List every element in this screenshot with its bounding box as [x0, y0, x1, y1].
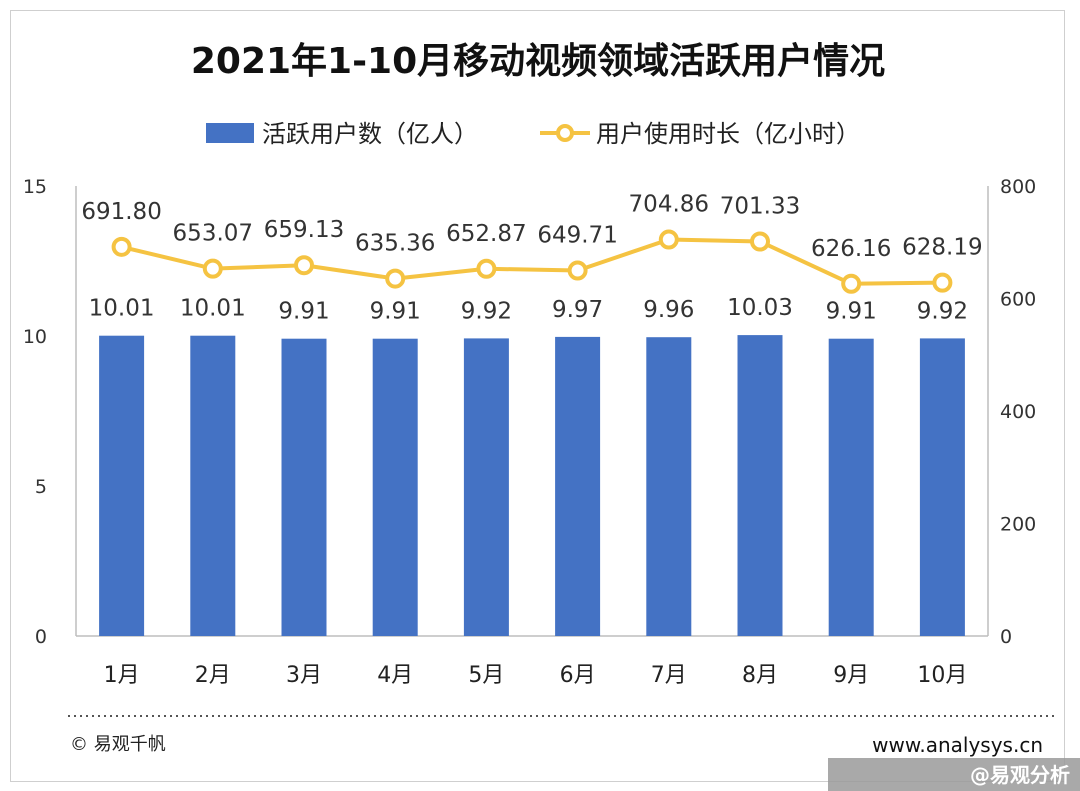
- line-point: [932, 272, 953, 293]
- chart-title: 2021年1-10月移动视频领域活跃用户情况: [191, 41, 885, 82]
- line-data-label: 653.07: [173, 221, 253, 247]
- line-data-label: 701.33: [720, 194, 800, 220]
- legend-label-line: 用户使用时长（亿小时）: [596, 120, 860, 148]
- bar: [646, 337, 692, 636]
- bar: [463, 338, 509, 636]
- line-point: [202, 258, 223, 279]
- bar-data-label: 10.03: [727, 295, 793, 321]
- y-right-tick-label: 600: [1000, 289, 1036, 311]
- line-point: [750, 231, 770, 252]
- line-point: [111, 236, 132, 257]
- x-axis-ticks: 1月 2月 3月 4月 5月 6月 7月 8月 9月 10月: [104, 663, 968, 688]
- y-axis-right-ticks: 0 200 400 600 800: [1000, 176, 1036, 648]
- line-point: [385, 268, 406, 289]
- bar: [555, 336, 601, 636]
- watermark-strip: [828, 758, 1080, 791]
- x-tick-label: 4月: [377, 663, 413, 688]
- bar: [99, 335, 145, 636]
- x-tick-label: 6月: [560, 663, 596, 688]
- bar-data-labels: 10.01 10.01 9.91 9.91 9.92 9.97 9.96 10.03 9.91 9…: [89, 295, 968, 325]
- bar-data-label: 9.92: [917, 298, 968, 324]
- chart-frame: [10, 10, 1065, 782]
- line-data-labels: 691.80 653.07 659.13 635.36 652.87 649.71 704.…: [81, 192, 982, 262]
- y-left-tick-label: 10: [23, 326, 47, 348]
- line-point: [476, 258, 497, 279]
- bar-data-label: 9.92: [461, 298, 512, 324]
- bar: [190, 335, 236, 636]
- bar-data-label: 9.96: [643, 297, 694, 323]
- bar-data-label: 10.01: [180, 296, 246, 322]
- line-data-label: 635.36: [355, 231, 435, 257]
- line-point: [294, 255, 314, 276]
- x-tick-label: 2月: [195, 663, 231, 688]
- y-right-tick-label: 800: [1000, 176, 1036, 198]
- x-tick-label: 10月: [917, 663, 967, 688]
- line-series: [111, 229, 953, 294]
- y-right-tick-label: 400: [1000, 401, 1036, 423]
- bar: [737, 335, 783, 636]
- bar-data-label: 9.97: [552, 297, 603, 323]
- line-data-label: 649.71: [537, 223, 617, 249]
- bar-series: [99, 335, 965, 636]
- bar: [828, 338, 874, 636]
- line-data-label: 691.80: [81, 199, 161, 225]
- legend-label-bars: 活跃用户数（亿人）: [262, 120, 478, 148]
- line-point: [567, 260, 588, 281]
- line-data-label: 704.86: [629, 192, 709, 218]
- y-axis-left-ticks: 0 5 10 15: [23, 176, 47, 648]
- y-right-tick-label: 200: [1000, 514, 1036, 536]
- x-tick-label: 7月: [651, 663, 687, 688]
- x-tick-label: 3月: [286, 663, 322, 688]
- line-data-label: 628.19: [902, 235, 982, 261]
- bar-data-label: 10.01: [89, 296, 155, 322]
- y-right-tick-label: 0: [1000, 626, 1012, 648]
- line-path: [121, 237, 943, 286]
- footer-website: www.analysys.cn: [872, 733, 1043, 757]
- legend: 活跃用户数（亿人） 用户使用时长（亿小时）: [206, 120, 860, 148]
- bar-data-label: 9.91: [826, 299, 877, 325]
- line-data-label: 626.16: [811, 236, 891, 262]
- bar-data-label: 9.91: [370, 299, 421, 325]
- bar: [919, 338, 965, 636]
- watermark-text: @易观分析: [970, 763, 1070, 787]
- legend-bar-swatch: [206, 123, 254, 143]
- line-point: [658, 229, 679, 250]
- y-left-tick-label: 5: [35, 476, 47, 498]
- x-tick-label: 9月: [833, 663, 869, 688]
- bar: [372, 338, 418, 636]
- y-left-tick-label: 0: [35, 626, 47, 648]
- line-point: [841, 273, 862, 294]
- legend-line-marker: [556, 124, 574, 142]
- x-tick-label: 8月: [742, 663, 778, 688]
- bar-data-label: 9.91: [278, 299, 329, 325]
- bar: [281, 338, 327, 636]
- line-data-label: 652.87: [446, 221, 526, 247]
- x-tick-label: 5月: [468, 663, 504, 688]
- footer-copyright: © 易观千帆: [70, 734, 166, 755]
- y-left-tick-label: 15: [23, 176, 47, 198]
- x-tick-label: 1月: [104, 663, 140, 688]
- line-data-label: 659.13: [264, 217, 344, 243]
